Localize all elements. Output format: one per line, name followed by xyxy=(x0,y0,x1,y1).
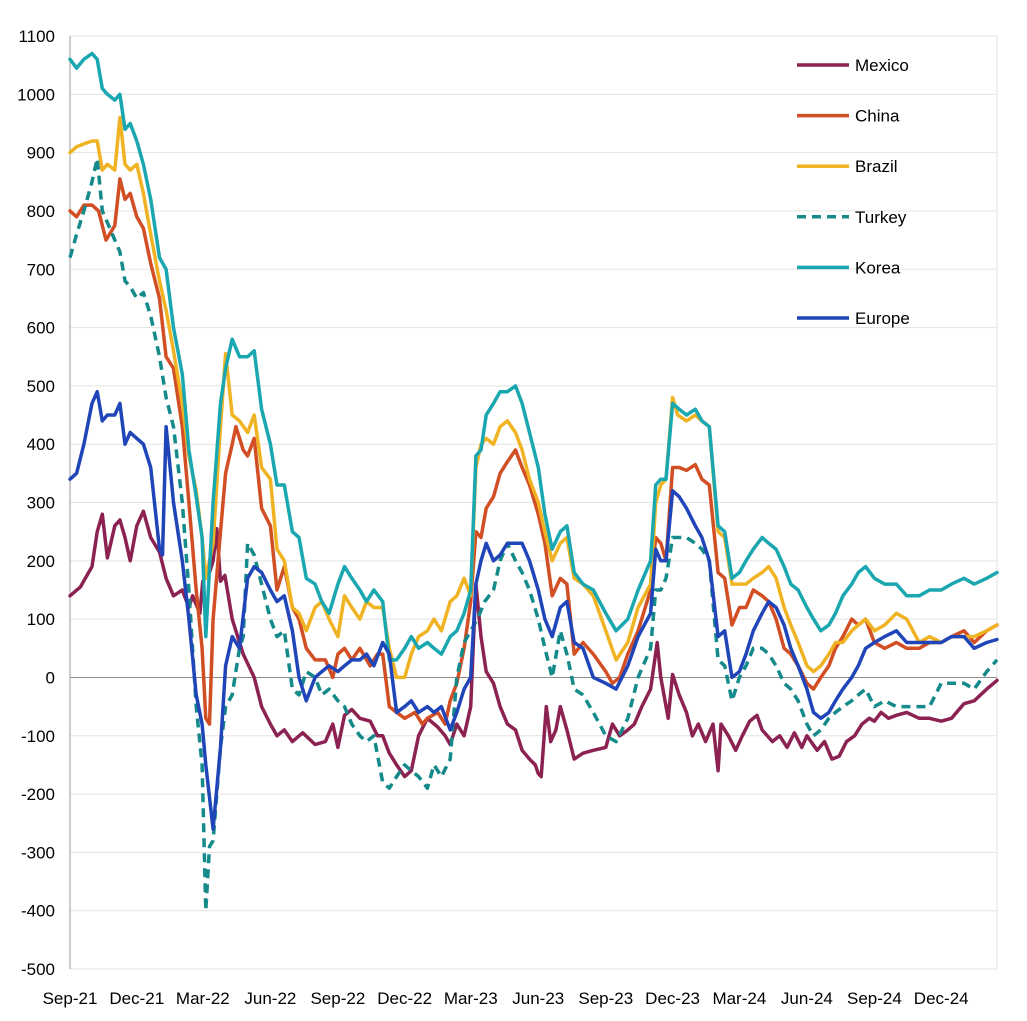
y-tick-label: -400 xyxy=(21,902,55,921)
y-tick-label: -100 xyxy=(21,727,55,746)
y-tick-label: 0 xyxy=(46,668,55,687)
y-tick-label: -300 xyxy=(21,843,55,862)
x-tick-label: Sep-22 xyxy=(310,989,365,1008)
y-tick-label: 500 xyxy=(27,377,55,396)
x-tick-label: Dec-22 xyxy=(377,989,432,1008)
y-tick-labels: 110010009008007006005004003002001000-100… xyxy=(17,27,55,979)
y-tick-label: -500 xyxy=(21,960,55,979)
legend-label: Europe xyxy=(855,309,910,328)
y-tick-label: -200 xyxy=(21,785,55,804)
legend-item-mexico: Mexico xyxy=(797,56,909,75)
x-tick-label: Sep-24 xyxy=(847,989,902,1008)
y-tick-label: 700 xyxy=(27,260,55,279)
legend: Mexico China Brazil Turkey Korea Europe xyxy=(797,56,910,328)
x-tick-label: Mar-23 xyxy=(444,989,498,1008)
series-lines xyxy=(68,51,999,913)
series-line-turkey xyxy=(68,156,999,913)
legend-item-brazil: Brazil xyxy=(797,157,898,176)
gridlines xyxy=(70,35,998,970)
x-tick-label: Sep-23 xyxy=(578,989,633,1008)
series-line-europe xyxy=(68,389,999,831)
x-tick-label: Jun-24 xyxy=(781,989,833,1008)
legend-item-china: China xyxy=(797,107,900,126)
x-tick-label: Dec-21 xyxy=(109,989,164,1008)
legend-item-korea: Korea xyxy=(797,258,901,277)
y-tick-label: 1100 xyxy=(18,27,55,46)
legend-label: Brazil xyxy=(855,157,898,176)
x-tick-label: Dec-23 xyxy=(645,989,700,1008)
y-tick-label: 900 xyxy=(27,144,55,163)
y-tick-label: 100 xyxy=(27,610,55,629)
x-tick-label: Mar-24 xyxy=(712,989,766,1008)
x-tick-label: Dec-24 xyxy=(914,989,969,1008)
x-tick-label: Jun-22 xyxy=(244,989,296,1008)
y-tick-label: 600 xyxy=(27,319,55,338)
x-tick-labels: Sep-21 Dec-21 Mar-22 Jun-22 Sep-22 Dec-22 Mar-… xyxy=(43,989,969,1008)
legend-label: Mexico xyxy=(855,56,909,75)
y-tick-label: 200 xyxy=(27,552,55,571)
x-tick-label: Jun-23 xyxy=(512,989,564,1008)
legend-item-europe: Europe xyxy=(797,309,910,328)
y-tick-label: 800 xyxy=(27,202,55,221)
legend-label: Korea xyxy=(855,258,901,277)
x-tick-label: Sep-21 xyxy=(43,989,98,1008)
y-tick-label: 400 xyxy=(27,435,55,454)
x-tick-label: Mar-22 xyxy=(176,989,230,1008)
y-tick-label: 300 xyxy=(27,494,55,513)
legend-label: China xyxy=(855,107,900,126)
series-line-korea xyxy=(68,51,999,662)
y-tick-label: 1000 xyxy=(17,85,55,104)
legend-item-turkey: Turkey xyxy=(797,208,907,227)
legend-label: Turkey xyxy=(855,208,907,227)
